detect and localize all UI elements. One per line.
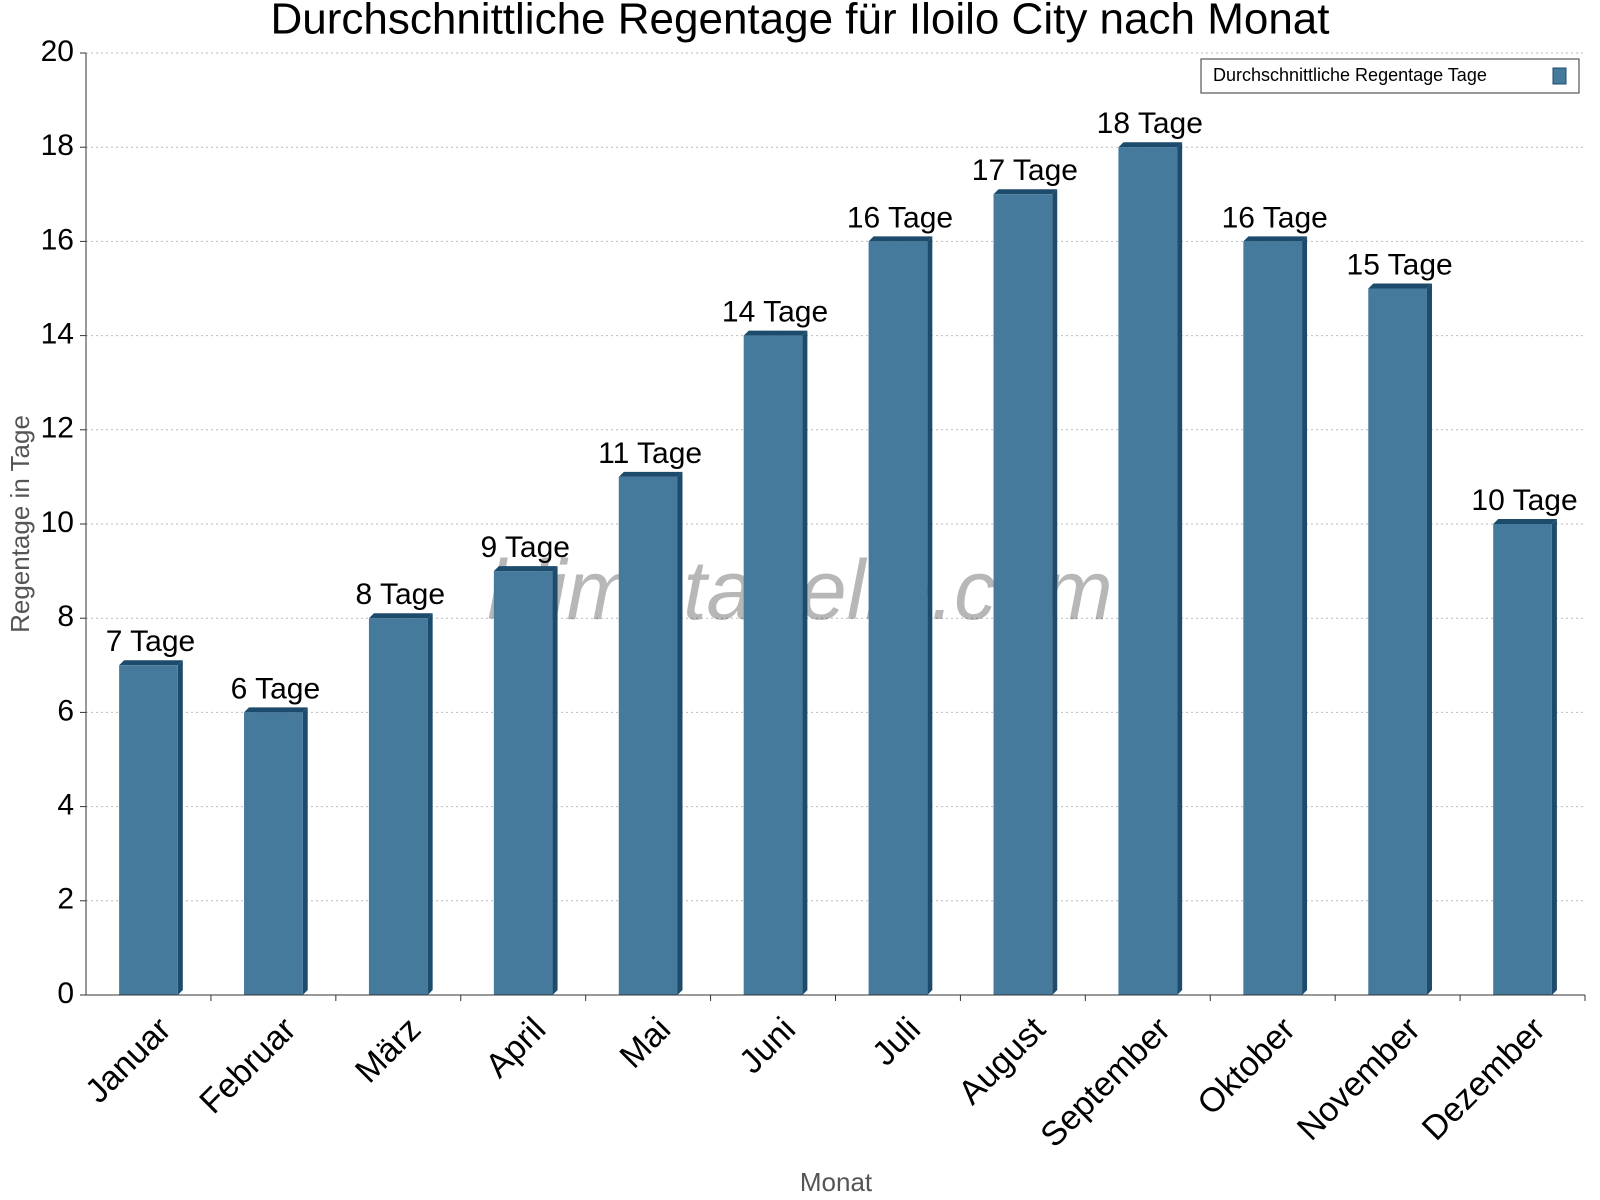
legend-box (1200, 58, 1580, 94)
bar-side (1551, 519, 1557, 995)
x-tick-label: August (951, 1010, 1053, 1112)
y-tick-label: 12 (41, 412, 74, 445)
bar-side (302, 707, 308, 995)
bar-top (1493, 519, 1557, 524)
y-axis-label: Regentage in Tage (5, 415, 35, 633)
bar (119, 665, 178, 995)
y-tick-label: 14 (41, 318, 74, 351)
bar-top (868, 236, 933, 242)
value-label: 6 Tage (231, 672, 321, 705)
bar (1118, 147, 1178, 995)
value-label: 8 Tage (356, 578, 446, 611)
y-tick-label: 6 (57, 694, 74, 727)
bar-top (993, 189, 1058, 195)
bar-top (368, 613, 433, 619)
x-tick-label: Juni (732, 1010, 803, 1081)
value-label: 7 Tage (106, 625, 196, 658)
bar-side (1177, 142, 1183, 995)
x-tick-label: September (1033, 1010, 1177, 1154)
x-tick-label: Februar (192, 1010, 303, 1121)
bar (1493, 524, 1552, 995)
bar (618, 476, 678, 995)
bar (993, 194, 1053, 996)
bar (743, 335, 803, 996)
bar (244, 712, 303, 995)
bar-side (1302, 236, 1308, 995)
y-tick-label: 0 (57, 977, 74, 1010)
y-tick-label: 2 (57, 883, 74, 916)
x-tick-label: Januar (78, 1010, 178, 1110)
x-tick-label: Dezember (1415, 1010, 1553, 1148)
x-tick-label: Oktober (1190, 1010, 1302, 1122)
legend-swatch (1552, 67, 1567, 85)
bar-side (802, 330, 808, 996)
bar-side (1426, 283, 1432, 995)
bar-side (177, 660, 183, 995)
bar-side (677, 471, 683, 995)
bar-side (927, 236, 933, 995)
x-tick-label: Juli (865, 1010, 928, 1073)
value-label: 9 Tage (480, 531, 570, 564)
chart-title: Durchschnittliche Regentage für Iloilo C… (271, 0, 1330, 44)
bar-top (743, 330, 808, 336)
y-tick-label: 10 (41, 506, 74, 539)
bar (1368, 288, 1427, 995)
value-label: 11 Tage (598, 437, 702, 470)
value-label: 16 Tage (1222, 201, 1328, 234)
value-label: 10 Tage (1471, 484, 1577, 517)
x-tick-label: Mai (613, 1010, 679, 1076)
x-tick-label: April (478, 1010, 553, 1085)
bar-top (244, 707, 308, 713)
bar (1243, 241, 1303, 995)
value-label: 16 Tage (847, 201, 953, 234)
bar (493, 571, 553, 995)
x-axis-label: Monat (800, 1167, 873, 1197)
bar-top (119, 660, 183, 666)
bar-side (552, 566, 558, 995)
bar-top (618, 471, 683, 477)
value-label: 18 Tage (1097, 107, 1203, 140)
x-tick-label: März (348, 1010, 428, 1090)
y-tick-label: 4 (57, 789, 74, 822)
bar-top (493, 566, 558, 572)
y-tick-label: 20 (41, 35, 74, 68)
y-tick-label: 16 (41, 223, 74, 256)
value-label: 15 Tage (1347, 248, 1453, 281)
value-label: 14 Tage (722, 296, 828, 329)
bar-top (1368, 283, 1432, 289)
bar (868, 241, 928, 995)
x-tick-label: November (1290, 1010, 1428, 1148)
bar (368, 618, 428, 995)
value-label: 17 Tage (972, 154, 1078, 187)
bar-top (1118, 142, 1183, 148)
y-tick-label: 18 (41, 129, 74, 162)
bar-side (427, 613, 433, 995)
bar-side (1052, 189, 1058, 996)
bar-top (1243, 236, 1308, 242)
y-tick-label: 8 (57, 600, 74, 633)
legend-label: Durchschnittliche Regentage Tage (1213, 65, 1487, 85)
